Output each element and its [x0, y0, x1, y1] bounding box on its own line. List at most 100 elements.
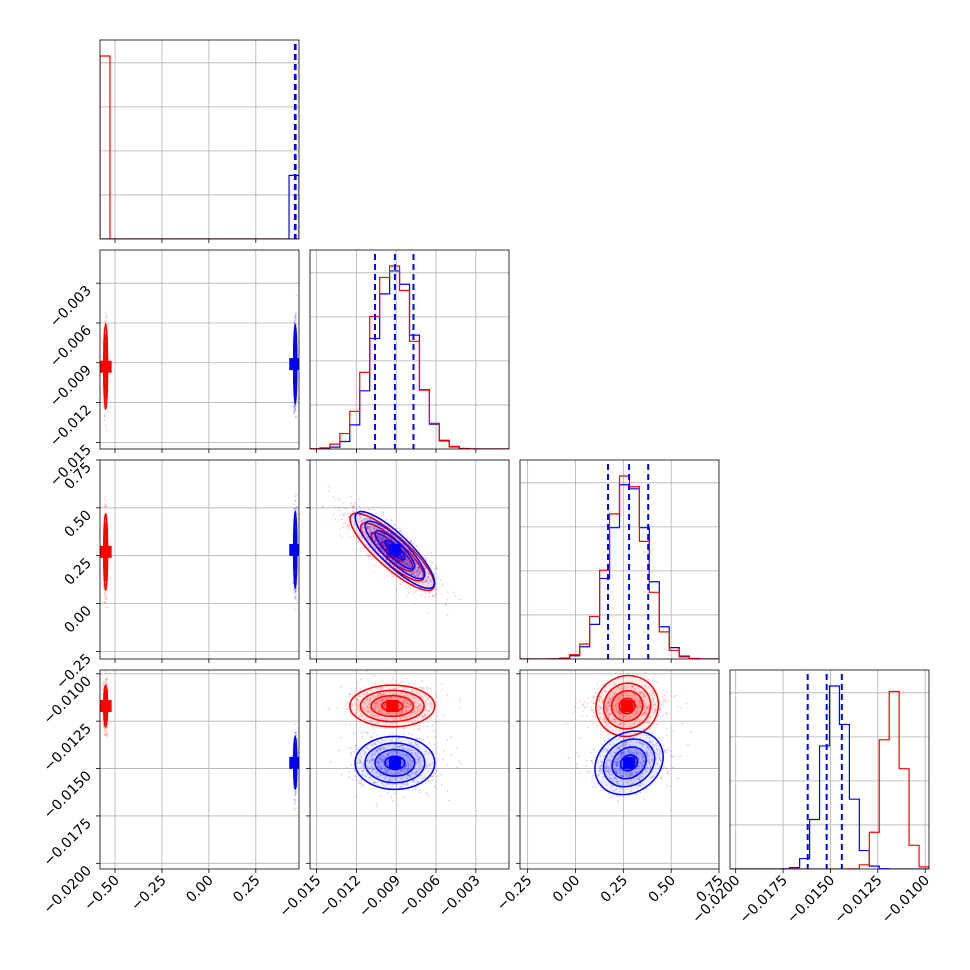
scatter-point-red [446, 598, 449, 601]
scatter-point-blue [385, 536, 388, 539]
scatter-point-blue [416, 580, 419, 582]
scatter-point-blue [293, 404, 296, 406]
scatter-point-blue [372, 533, 375, 535]
scatter-point-blue [415, 559, 418, 561]
scatter-point-blue [367, 547, 370, 550]
scatter-point-blue [406, 556, 409, 558]
scatter-point-blue [369, 530, 372, 533]
scatter-point-blue [377, 537, 380, 539]
panel-frame [309, 459, 510, 660]
scatter-point-red [103, 419, 106, 421]
scatter-point-red [369, 555, 372, 558]
scatter-point-blue [294, 404, 296, 406]
scatter-point-blue [410, 578, 413, 581]
scatter-point-red [354, 504, 357, 507]
scatter-point-red [361, 520, 364, 523]
scatter-point-blue [414, 569, 417, 572]
scatter-point-blue [373, 539, 376, 541]
scatter-point-blue [385, 537, 388, 540]
scatter-point-blue [353, 523, 356, 526]
scatter-point-blue [295, 493, 298, 496]
scatter-point-red [408, 591, 410, 594]
scatter-point-blue [292, 410, 295, 413]
scatter-point-red [105, 678, 108, 681]
scatter-point-red [105, 731, 108, 733]
scatter-point-blue [366, 526, 369, 529]
scatter-point-blue [418, 564, 421, 567]
scatter-point-blue [427, 582, 430, 585]
scatter-point-red [419, 570, 422, 572]
scatter-point-blue [332, 496, 335, 499]
scatter-point-red [399, 530, 401, 532]
scatter-point-red [105, 500, 108, 503]
scatter-point-blue [421, 573, 424, 576]
scatter-point-red [405, 594, 408, 597]
scatter-point-red [418, 571, 421, 574]
scatter-point-blue [297, 507, 299, 510]
scatter-point-blue [379, 521, 381, 524]
scatter-point-red [408, 561, 411, 564]
scatter-point-red [106, 598, 108, 600]
scatter-point-blue [369, 528, 371, 531]
scatter-point-blue [385, 548, 387, 551]
scatter-point-blue [427, 580, 429, 582]
scatter-point-blue [382, 544, 385, 547]
scatter-point-red [339, 527, 342, 530]
scatter-point-blue [391, 534, 394, 536]
scatter-point-red [351, 505, 354, 508]
scatter-point-blue [404, 551, 406, 554]
scatter-point-blue [425, 559, 427, 562]
scatter-point-blue [413, 548, 415, 551]
scatter-point-blue [294, 315, 297, 318]
scatter-point-blue [411, 566, 413, 569]
scatter-point-red [410, 573, 413, 575]
scatter-point-red [369, 526, 371, 529]
scatter-point-red [405, 585, 408, 587]
scatter-point-blue [292, 581, 294, 584]
scatter-point-red [385, 519, 387, 522]
scatter-point-blue [368, 554, 371, 556]
scatter-point-red [104, 727, 107, 730]
scatter-point-blue [373, 540, 376, 543]
scatter-point-blue [404, 568, 406, 571]
scatter-point-blue [293, 405, 296, 408]
scatter-point-red [359, 520, 362, 523]
scatter-point-blue [386, 544, 389, 546]
scatter-point-blue [360, 520, 363, 522]
panel-2-1 [310, 460, 509, 659]
scatter-point-red [105, 598, 108, 600]
scatter-point-red [107, 337, 110, 340]
scatter-point-red [384, 552, 386, 555]
scatter-point-red [104, 372, 107, 375]
scatter-point-red [347, 524, 349, 527]
scatter-point-blue [427, 575, 430, 578]
scatter-point-red [419, 590, 422, 592]
scatter-point-red [103, 729, 106, 732]
scatter-point-blue [406, 555, 409, 557]
scatter-point-blue [359, 509, 362, 511]
scatter-point-blue [384, 536, 387, 539]
scatter-point-red [363, 509, 365, 511]
scatter-point-red [103, 593, 105, 595]
scatter-point-blue [403, 552, 406, 554]
scatter-point-red [417, 573, 420, 576]
scatter-point-blue [425, 580, 428, 583]
scatter-point-blue [409, 562, 411, 565]
scatter-point-red [104, 697, 107, 700]
scatter-point-red [418, 566, 421, 569]
scatter-point-blue [381, 537, 384, 539]
scatter-point-blue [406, 564, 409, 566]
scatter-point-blue [434, 587, 437, 590]
scatter-point-blue [407, 561, 410, 564]
scatter-point-blue [294, 495, 297, 498]
scatter-point-red [103, 680, 105, 683]
scatter-point-blue [375, 533, 378, 536]
scatter-point-blue [415, 572, 418, 575]
scatter-point-blue [427, 576, 430, 579]
scatter-point-red [351, 506, 354, 509]
scatter-point-red [342, 523, 344, 525]
density-peak-blue [289, 543, 299, 556]
scatter-point-blue [401, 554, 403, 557]
scatter-point-blue [429, 581, 432, 583]
scatter-point-red [439, 579, 442, 582]
